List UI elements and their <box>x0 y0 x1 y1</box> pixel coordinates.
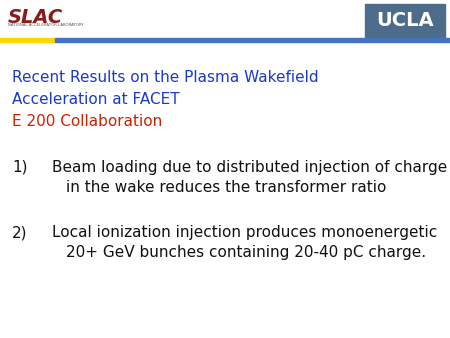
Text: Acceleration at FACET: Acceleration at FACET <box>12 92 180 107</box>
Text: in the wake reduces the transformer ratio: in the wake reduces the transformer rati… <box>66 180 387 195</box>
Text: Local ionization injection produces monoenergetic: Local ionization injection produces mono… <box>52 225 437 240</box>
Bar <box>0 38 55 42</box>
Text: Beam loading due to distributed injection of charge: Beam loading due to distributed injectio… <box>52 160 447 175</box>
Text: NATIONAL ACCELERATOR LABORATORY: NATIONAL ACCELERATOR LABORATORY <box>8 23 84 27</box>
Text: 1): 1) <box>12 160 27 175</box>
Bar <box>365 4 445 38</box>
Text: 2): 2) <box>12 225 27 240</box>
Text: UCLA: UCLA <box>376 11 434 30</box>
Bar <box>55 38 450 42</box>
Text: Recent Results on the Plasma Wakefield: Recent Results on the Plasma Wakefield <box>12 70 319 85</box>
Text: 20+ GeV bunches containing 20-40 pC charge.: 20+ GeV bunches containing 20-40 pC char… <box>66 245 426 260</box>
Text: E 200 Collaboration: E 200 Collaboration <box>12 114 162 129</box>
Text: SLAC: SLAC <box>8 8 63 27</box>
